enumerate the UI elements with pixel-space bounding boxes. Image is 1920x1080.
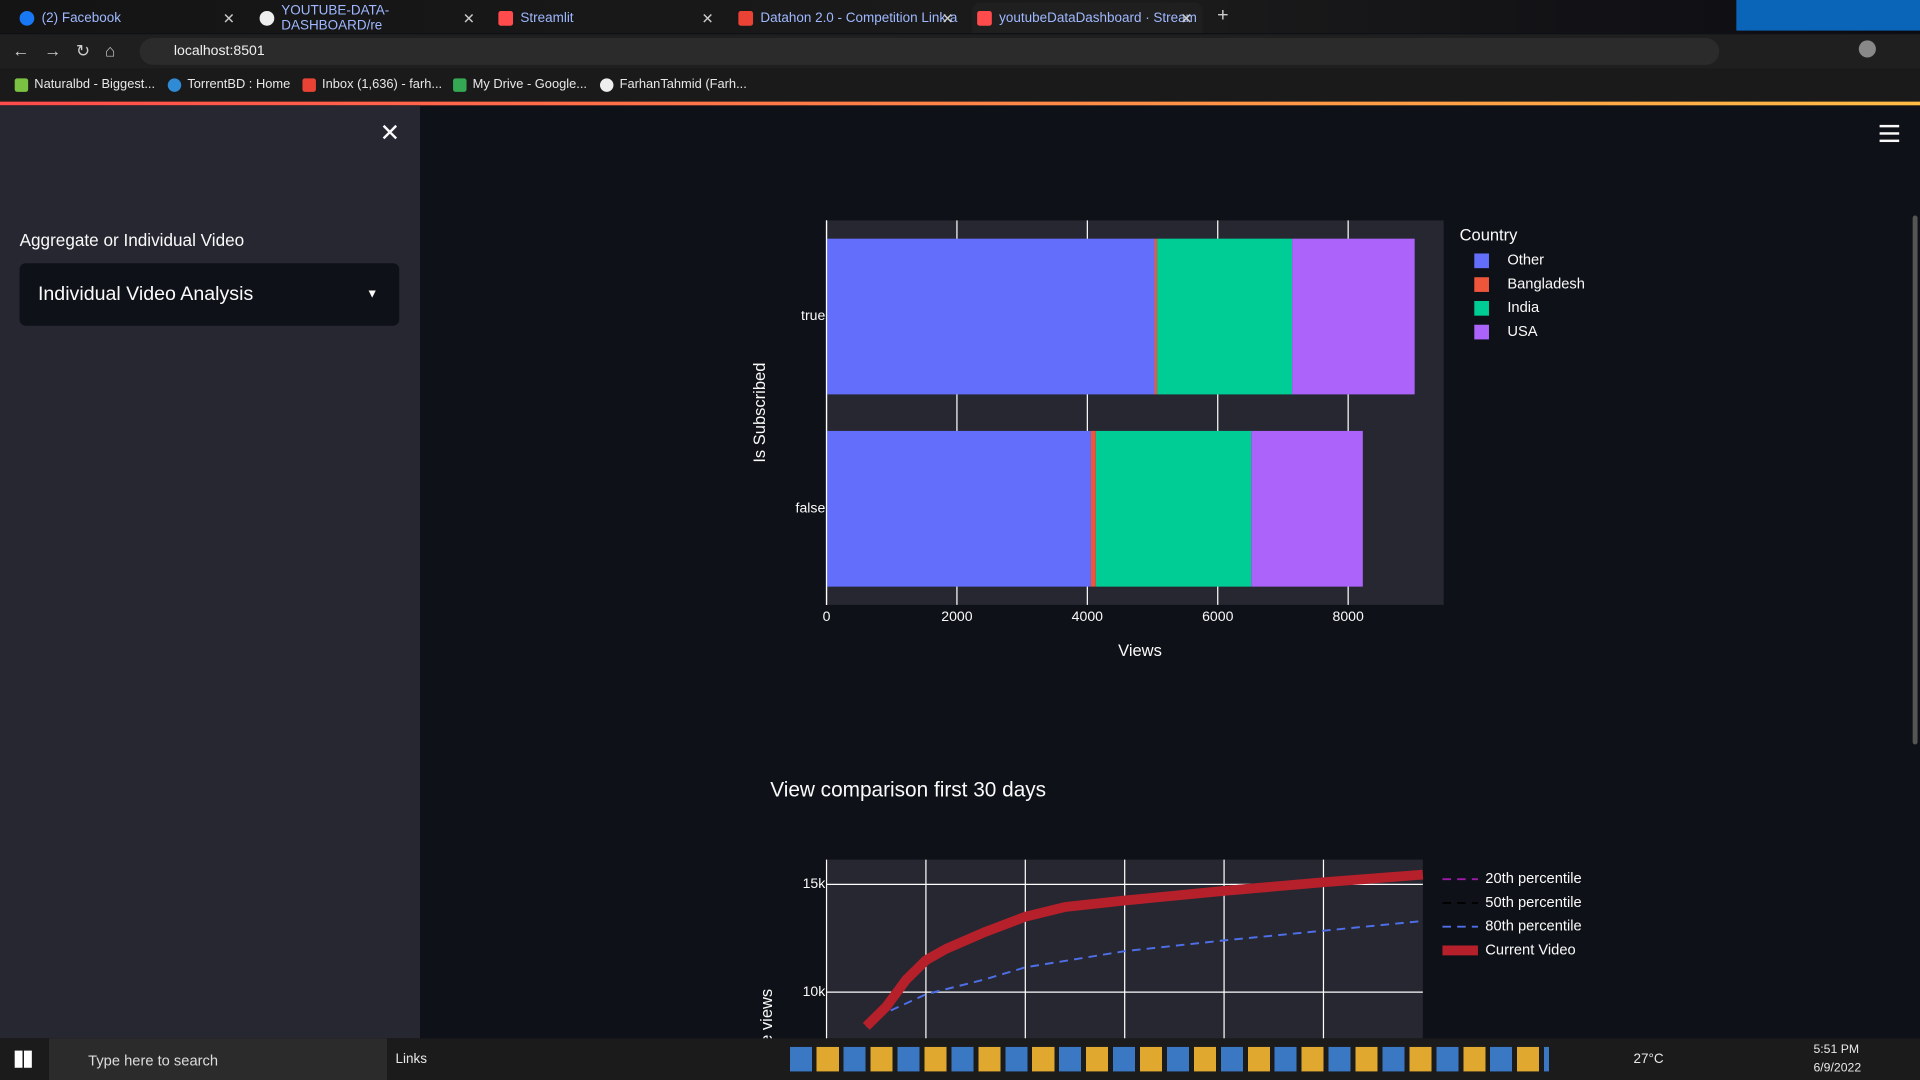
app-icons[interactable]: [789, 1046, 1549, 1072]
search-box[interactable]: Type here to search: [48, 1038, 387, 1080]
tab-title: youtubeDataDashboard · Stream: [999, 10, 1197, 26]
tab[interactable]: Datahon 2.0 - Competition Link a ✕: [733, 2, 963, 33]
tab-title: (2) Facebook: [41, 10, 121, 26]
bookmark-title: My Drive - Google...: [472, 77, 587, 92]
window-controls[interactable]: [1736, 0, 1920, 31]
bookmark-title: FarhanTahmid (Farh...: [619, 77, 747, 92]
tab-title: Streamlit: [520, 10, 574, 26]
x-tick-label: 0: [823, 608, 831, 624]
y-tick-label: 15k: [803, 875, 827, 891]
x-tick-label: 8000: [1332, 608, 1363, 624]
address-row: ←→↻⌂ localhost:8501: [0, 34, 1920, 69]
menu[interactable]: [1879, 124, 1900, 143]
y-tick-label: true: [801, 307, 825, 323]
y-tick-label: 10k: [803, 983, 827, 999]
bookmark[interactable]: Inbox (1,636) - farh...: [302, 77, 442, 92]
legend-swatch: [1474, 277, 1489, 292]
bar-segment: [1090, 430, 1096, 587]
bar-segment: [1154, 238, 1158, 395]
legend-swatch: [1474, 324, 1489, 340]
x-axis-title: Views: [1118, 641, 1162, 660]
legend-swatch: [1474, 253, 1489, 269]
legend-label: USA: [1507, 324, 1537, 340]
tab[interactable]: YOUTUBE-DATA-DASHBOARD/re ✕: [255, 2, 485, 33]
x-tick-label: 2000: [941, 608, 972, 624]
legend-label: 80th percentile: [1485, 919, 1581, 935]
bar-segment: [1251, 430, 1363, 587]
sidebar: ✕ Aggregate or Individual Video Individu…: [0, 105, 421, 1039]
bookmark[interactable]: My Drive - Google...: [453, 77, 587, 92]
select-arrow: ▼: [366, 287, 379, 302]
bookmark[interactable]: FarhanTahmid (Farh...: [600, 77, 747, 92]
clock-date: 6/9/2022: [1813, 1061, 1862, 1076]
scrollbar[interactable]: [1912, 215, 1918, 745]
legend-swatch: [1474, 300, 1489, 316]
search-text: Type here to search: [88, 1051, 219, 1069]
bookmark[interactable]: Naturalbd - Biggest...: [14, 77, 156, 92]
bar-segment: [1292, 238, 1415, 395]
url: localhost:8501: [173, 44, 265, 59]
bookmark-title: Inbox (1,636) - farh...: [322, 77, 443, 92]
tab[interactable]: (2) Facebook ✕: [15, 2, 245, 33]
clock-time: 5:51 PM: [1813, 1043, 1860, 1057]
address-bar[interactable]: [139, 37, 1720, 65]
tab[interactable]: Streamlit ✕: [493, 2, 723, 33]
nav-buttons[interactable]: ←→↻⌂: [12, 40, 131, 61]
taskbar: Type here to search Links 27°C 5:51 PM 6…: [0, 1038, 1920, 1080]
y-tick-label: false: [796, 499, 826, 515]
bar-segment: [1157, 238, 1293, 395]
legend-label: Other: [1507, 253, 1544, 269]
start[interactable]: [14, 1050, 32, 1068]
y-axis-title: Cumulative views: [757, 989, 776, 1039]
tab-title: Datahon 2.0 - Competition Link a: [760, 10, 958, 26]
select-value: Individual Video Analysis: [37, 284, 254, 305]
bar-segment: [1095, 430, 1252, 587]
x-tick-label: 6000: [1202, 608, 1233, 624]
profile[interactable]: [1858, 40, 1876, 58]
new-tab[interactable]: +: [1217, 4, 1229, 26]
bookmark-title: TorrentBD : Home: [187, 77, 291, 92]
bookmark[interactable]: TorrentBD : Home: [167, 77, 291, 92]
bookmarks-bar: Naturalbd - Biggest... TorrentBD : Home …: [0, 68, 1920, 102]
bar-segment: [826, 430, 1091, 587]
legend-label: Bangladesh: [1507, 276, 1585, 292]
y-axis-title: Is Subscribed: [750, 363, 769, 463]
select-box[interactable]: Individual Video Analysis ▼: [19, 263, 400, 326]
charts: View comparison first 30 days 0 2000 4000 6…: [750, 220, 1585, 1039]
tab-title: YOUTUBE-DATA-DASHBOARD/re: [281, 3, 390, 33]
weather: 27°C: [1633, 1051, 1664, 1067]
series-line: [862, 869, 1424, 1030]
legend-label: Current Video: [1485, 942, 1575, 958]
tab-active[interactable]: youtubeDataDashboard · Stream ✕: [972, 2, 1203, 34]
bookmark-title: Naturalbd - Biggest...: [34, 77, 156, 92]
select-label: Aggregate or Individual Video: [19, 230, 245, 250]
tab-strip: (2) Facebook ✕ YOUTUBE-DATA-DASHBOARD/re ✕…: [0, 0, 1920, 34]
loading-bar: [0, 101, 1920, 106]
legend-label: India: [1507, 300, 1540, 316]
links[interactable]: Links: [395, 1051, 427, 1067]
x-tick-label: 4000: [1072, 608, 1103, 624]
legend-label: 50th percentile: [1485, 895, 1581, 911]
legend-title: Country: [1460, 226, 1519, 245]
bar-segment: [826, 238, 1155, 395]
close-sidebar[interactable]: ✕: [379, 120, 401, 147]
chart-title: View comparison first 30 days: [770, 779, 1046, 802]
legend-label: 20th percentile: [1485, 871, 1581, 887]
